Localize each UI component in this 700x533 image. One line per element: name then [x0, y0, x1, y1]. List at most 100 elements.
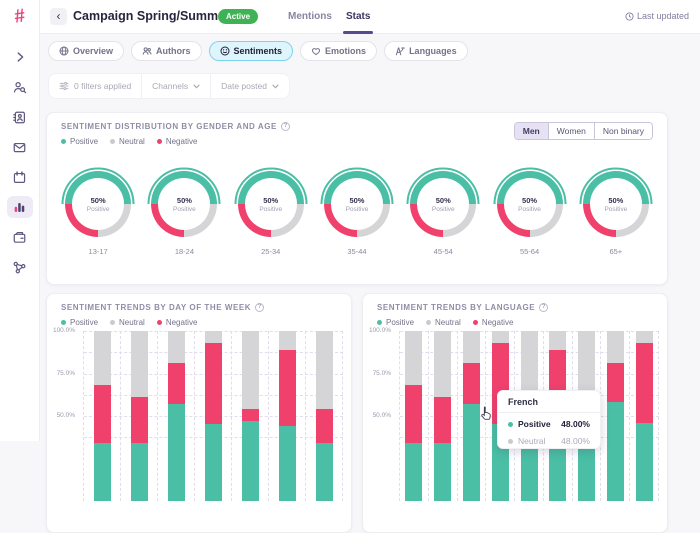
sidebar-item-mail-icon[interactable]: [7, 136, 33, 158]
pill-authors[interactable]: Authors: [131, 41, 202, 61]
sentiment-donut[interactable]: 50% Positive: [577, 165, 655, 243]
positive-segment: [405, 443, 423, 501]
neutral-segment: [578, 331, 596, 408]
negative-segment: [278, 349, 296, 427]
neutral-segment: [405, 331, 423, 386]
help-icon[interactable]: ?: [280, 122, 290, 131]
tooltip-row-neutral: Neutral 48.00%: [498, 431, 600, 448]
negative-segment: [462, 363, 480, 405]
neutral-segment: [130, 331, 148, 398]
channels-dropdown[interactable]: Channels: [141, 74, 210, 98]
donut-center-label: 50% Positive: [173, 195, 196, 213]
y-axis-tick: 100.0%: [52, 327, 75, 334]
sentiment-donut[interactable]: 50% Positive: [145, 165, 223, 243]
bar-slot: [84, 331, 121, 501]
stacked-bar[interactable]: [405, 331, 423, 501]
donut-row: 50% Positive 13-17 50% Positive 18-24 50% Posit…: [55, 165, 659, 256]
sidebar-item-contacts-book-icon[interactable]: [7, 106, 33, 128]
stacked-bar[interactable]: [278, 331, 296, 501]
positive-segment: [635, 422, 653, 501]
neutral-segment: [278, 331, 296, 350]
back-button[interactable]: ‹: [50, 8, 67, 25]
help-icon[interactable]: ?: [255, 303, 265, 312]
sidebar-item-calendar-icon[interactable]: [7, 166, 33, 188]
sentiment-donut[interactable]: 50% Positive: [404, 165, 482, 243]
positive-dot-icon: [61, 320, 66, 325]
stacked-bar[interactable]: [130, 331, 148, 501]
neutral-segment: [167, 331, 185, 364]
tab-mentions[interactable]: Mentions: [288, 11, 332, 22]
pill-sentiments[interactable]: Sentiments: [208, 41, 294, 61]
positive-segment: [462, 404, 480, 501]
y-axis-tick: 75.0%: [56, 369, 75, 377]
bar-slot: [630, 331, 660, 501]
date-posted-dropdown[interactable]: Date posted: [210, 74, 289, 98]
chart-tooltip: French Positive 48.00% Neutral 48.00%: [497, 390, 601, 449]
sidebar-item-wallet-icon[interactable]: [7, 226, 33, 248]
negative-segment: [93, 385, 111, 444]
sentiment-donut[interactable]: 50% Positive: [59, 165, 137, 243]
stacked-bar[interactable]: [635, 331, 653, 501]
tooltip-row-positive: Positive 48.00%: [498, 413, 600, 431]
sidebar-collapse-chevron-right-icon[interactable]: [7, 46, 33, 68]
neutral-segment: [462, 331, 480, 364]
help-icon[interactable]: ?: [539, 303, 549, 312]
positive-segment: [167, 404, 185, 501]
stacked-bar[interactable]: [434, 331, 452, 501]
stacked-bar[interactable]: [462, 331, 480, 501]
stacked-bar[interactable]: [241, 331, 259, 501]
filters-applied-button[interactable]: 0 filters applied: [49, 74, 141, 98]
stacked-bar[interactable]: [93, 331, 111, 501]
positive-dot-icon: [377, 320, 382, 325]
last-updated-status: Last updated: [625, 11, 689, 21]
sentiment-donut[interactable]: 50% Positive: [318, 165, 396, 243]
positive-segment: [278, 426, 296, 501]
stacked-bar[interactable]: [315, 331, 333, 501]
gender-tab-men[interactable]: Men: [514, 123, 548, 139]
donut-ring: [410, 171, 477, 237]
donut-block: 50% Positive 55-64: [491, 165, 569, 256]
sidebar-item-user-search-icon[interactable]: [7, 76, 33, 98]
pill-languages[interactable]: Languages: [384, 41, 468, 61]
pill-emotions[interactable]: Emotions: [300, 41, 378, 61]
negative-dot-icon: [156, 320, 162, 325]
sentiment-donut[interactable]: 50% Positive: [491, 165, 569, 243]
bar-slot: [400, 331, 429, 501]
neutral-segment: [491, 331, 509, 343]
tab-stats[interactable]: Stats: [346, 11, 371, 22]
donut-block: 50% Positive 18-24: [145, 165, 223, 256]
y-axis-tick: 75.0%: [372, 369, 391, 377]
donut-block: 50% Positive 25-34: [232, 165, 310, 256]
pill-overview[interactable]: Overview: [48, 41, 125, 61]
negative-dot-icon: [472, 320, 478, 325]
donut-center-label: 50% Positive: [518, 195, 541, 213]
stacked-bar[interactable]: [167, 331, 185, 501]
neutral-segment: [204, 331, 222, 343]
stacked-bar[interactable]: [204, 331, 222, 501]
positive-segment: [606, 402, 624, 501]
stacked-bar[interactable]: [606, 331, 624, 501]
legend: Positive Neutral Negative: [377, 318, 513, 327]
y-axis-labels: 100.0% 75.0% 50.0%: [47, 327, 78, 501]
sidebar-item-network-icon[interactable]: [7, 256, 33, 278]
negative-dot-icon: [156, 139, 162, 144]
status-badge: Active: [218, 9, 259, 24]
positive-segment: [241, 421, 259, 501]
gender-tab-women[interactable]: Women: [547, 123, 594, 139]
donut-block: 50% Positive 45-54: [404, 165, 482, 256]
sidebar-item-analytics-bar-chart-icon[interactable]: [6, 196, 33, 218]
tooltip-title: French: [498, 391, 600, 413]
gender-tab-nonbinary[interactable]: Non binary: [593, 123, 652, 139]
sentiment-donut[interactable]: 50% Positive: [232, 165, 310, 243]
donut-block: 50% Positive 35-44: [318, 165, 396, 256]
positive-segment: [578, 443, 596, 501]
neutral-segment: [434, 331, 452, 398]
card-title: SENTIMENT DISTRIBUTION BY GENDER AND AGE…: [61, 122, 290, 131]
positive-highlight-arc-icon: [234, 167, 308, 205]
smiley-icon: [220, 46, 230, 56]
donut-center-label: 50% Positive: [86, 195, 110, 213]
positive-segment: [549, 443, 567, 501]
donut-ring: [237, 171, 304, 237]
negative-segment: [635, 342, 653, 423]
neutral-segment: [606, 331, 624, 364]
